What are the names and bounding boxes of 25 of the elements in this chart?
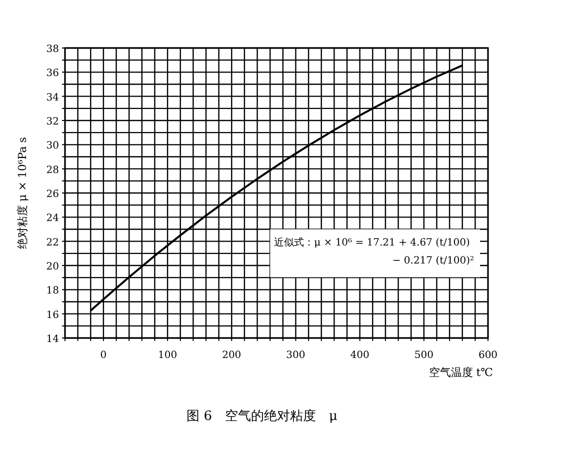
y-tick-label: 22 [46, 237, 59, 248]
x-tick-label: 0 [100, 350, 107, 361]
y-tick-label: 26 [46, 189, 59, 200]
y-tick-label: 18 [46, 286, 59, 297]
y-tick-label: 20 [46, 262, 59, 272]
x-tick-label: 600 [478, 350, 498, 361]
x-tick-label: 100 [158, 350, 178, 361]
y-tick-label: 34 [46, 92, 59, 104]
y-tick-label: 28 [46, 164, 59, 176]
y-tick-label: 16 [46, 310, 59, 321]
y-tick-label: 14 [46, 334, 59, 345]
annotation: 近似式：μ × 10⁶ = 17.21 + 4.67 (t/100) [274, 236, 470, 248]
text: 图 6 空气的绝对粘度 μ [186, 408, 338, 424]
x-tick-label: 300 [286, 350, 306, 361]
annotation: − 0.217 (t/100)² [392, 255, 474, 266]
y-tick-label: 30 [46, 140, 59, 152]
x-tick-label: 200 [222, 350, 242, 361]
y-tick-label: 32 [46, 116, 59, 128]
y-tick-label: 38 [46, 44, 59, 55]
y-tick-label: 24 [46, 213, 59, 224]
x-axis-title: 空气温度 t℃ [428, 366, 493, 379]
x-tick-label: 500 [414, 350, 434, 361]
x-tick-label: 400 [350, 350, 370, 361]
y-tick-label: 36 [46, 68, 59, 80]
y-axis-title: 绝对粘度 μ × 10⁶Pa s [16, 136, 29, 249]
